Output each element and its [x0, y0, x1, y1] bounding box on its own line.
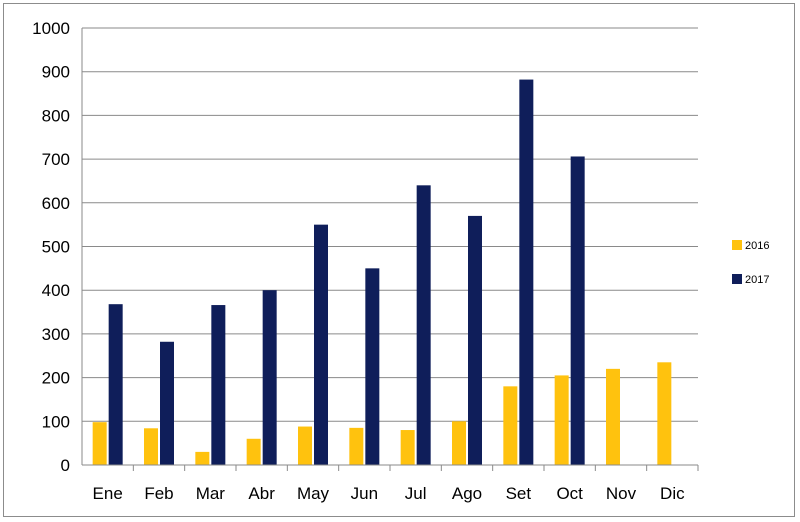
legend: 2016 2017 [732, 240, 769, 286]
bar-2017-jun [365, 268, 380, 465]
bar-2016-ene [92, 422, 107, 465]
bar-2016-oct [554, 375, 569, 465]
bar-2016-mar [195, 451, 210, 465]
gridlines [82, 27, 698, 466]
y-tick-label: 300 [42, 325, 70, 344]
y-tick-label: 1000 [32, 19, 70, 38]
x-tick-label-feb: Feb [144, 484, 173, 503]
y-tick-label: 700 [42, 150, 70, 169]
bar-2017-feb [160, 341, 174, 465]
x-tick-label-jun: Jun [351, 484, 378, 503]
bar-2016-abr [246, 438, 261, 465]
bar-2016-may [298, 426, 312, 465]
bar-2016-jun [349, 427, 364, 465]
bar-2016-nov [606, 368, 620, 465]
y-tick-labels: 0 100 200 300 400 500 600 700 800 900 1000 [32, 19, 70, 475]
y-tick-label: 500 [42, 238, 70, 257]
legend-label-2017: 2017 [745, 274, 769, 286]
x-tick-label-abr: Abr [248, 484, 275, 503]
bar-2016-set [503, 386, 518, 465]
bar-2016-jul [400, 430, 415, 465]
bar-2017-mar [211, 305, 226, 465]
bar-2016-feb [144, 428, 158, 465]
bar-2017-ago [468, 215, 482, 465]
x-tick-label-ago: Ago [452, 484, 482, 503]
x-tick-label-nov: Nov [606, 484, 637, 503]
axes [81, 28, 699, 471]
bar-2017-set [519, 79, 534, 465]
legend-swatch-2016 [732, 240, 742, 250]
x-tick-labels: Ene Feb Mar Abr May Jun Jul Ago Set Oct Nov Dic [93, 484, 686, 503]
bar-2016-dic [657, 362, 672, 465]
y-tick-label: 400 [42, 281, 70, 300]
bar-2016-ago [452, 421, 466, 465]
x-tick-label-dic: Dic [660, 484, 685, 503]
bar-2017-ene [108, 304, 123, 465]
y-tick-label: 200 [42, 369, 70, 388]
x-tick-label-jul: Jul [405, 484, 427, 503]
bar-2017-may [314, 224, 328, 465]
x-tick-label-ene: Ene [93, 484, 123, 503]
x-tick-label-mar: Mar [196, 484, 226, 503]
bars [92, 79, 672, 465]
y-tick-label: 900 [42, 63, 70, 82]
y-tick-label: 0 [61, 456, 70, 475]
bar-2017-jul [416, 185, 431, 465]
y-tick-label: 100 [42, 412, 70, 431]
legend-swatch-2017 [732, 274, 742, 284]
legend-label-2016: 2016 [745, 240, 769, 252]
x-tick-label-oct: Oct [556, 484, 583, 503]
bar-2017-oct [570, 156, 585, 465]
x-tick-label-set: Set [506, 484, 532, 503]
x-tick-label-may: May [297, 484, 330, 503]
bar-2017-abr [262, 290, 277, 465]
y-tick-label: 800 [42, 106, 70, 125]
y-tick-label: 600 [42, 194, 70, 213]
